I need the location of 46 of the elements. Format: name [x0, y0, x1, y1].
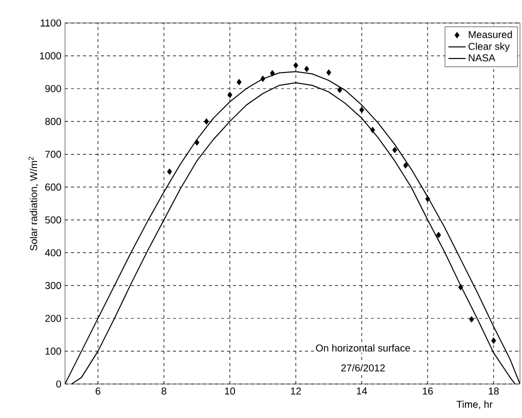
x-tick-label: 6 — [96, 388, 100, 395]
y-axis-title: Solar radiation, W/m$^{2}$ — [28, 156, 38, 251]
y-tick-label: 300 — [45, 282, 62, 290]
y-tick-label: 100 — [46, 348, 62, 355]
x-tick-label: 12 — [291, 388, 301, 395]
annotation: On horizontal surface — [316, 344, 410, 352]
point — [491, 337, 496, 344]
point — [337, 86, 342, 94]
point — [167, 168, 172, 175]
y-tick-label: 600 — [45, 184, 62, 191]
point — [227, 92, 232, 98]
x-axis-title: Time, hr — [456, 400, 492, 410]
point — [458, 284, 464, 290]
annotation: 27/6/2012 — [341, 364, 385, 372]
x-tick-label: 14 — [356, 388, 368, 394]
point — [403, 162, 408, 169]
point — [392, 146, 398, 154]
y-tick-label: 1000 — [40, 52, 62, 60]
point — [260, 76, 266, 82]
y-tick-label: 900 — [45, 85, 62, 92]
point — [194, 139, 200, 146]
x-tick-label: 16 — [422, 388, 433, 395]
x-tick-label: 8 — [162, 388, 166, 395]
point — [236, 78, 242, 86]
y-tick-label: 500 — [45, 216, 62, 224]
point — [370, 126, 376, 134]
y-tick-label: 1100 — [40, 19, 62, 27]
x-tick-label: 18 — [488, 388, 499, 395]
point — [425, 196, 430, 202]
y-tick-label: 0 — [56, 380, 62, 388]
point — [469, 316, 474, 323]
legend-label: Measured — [468, 30, 512, 38]
point — [326, 69, 332, 76]
point — [304, 66, 310, 72]
y-tick-label: 400 — [45, 249, 62, 256]
y-tick-label: 200 — [45, 314, 62, 322]
point — [204, 118, 209, 125]
y-tick-label: 700 — [45, 150, 62, 158]
y-tick-label: 800 — [45, 118, 62, 125]
legend-label: Clear sky — [468, 42, 510, 52]
point — [436, 232, 442, 238]
point — [270, 70, 275, 76]
legend-label: NASA — [468, 54, 496, 62]
point — [359, 106, 364, 114]
point — [293, 62, 298, 69]
x-tick-label: 10 — [225, 388, 236, 395]
